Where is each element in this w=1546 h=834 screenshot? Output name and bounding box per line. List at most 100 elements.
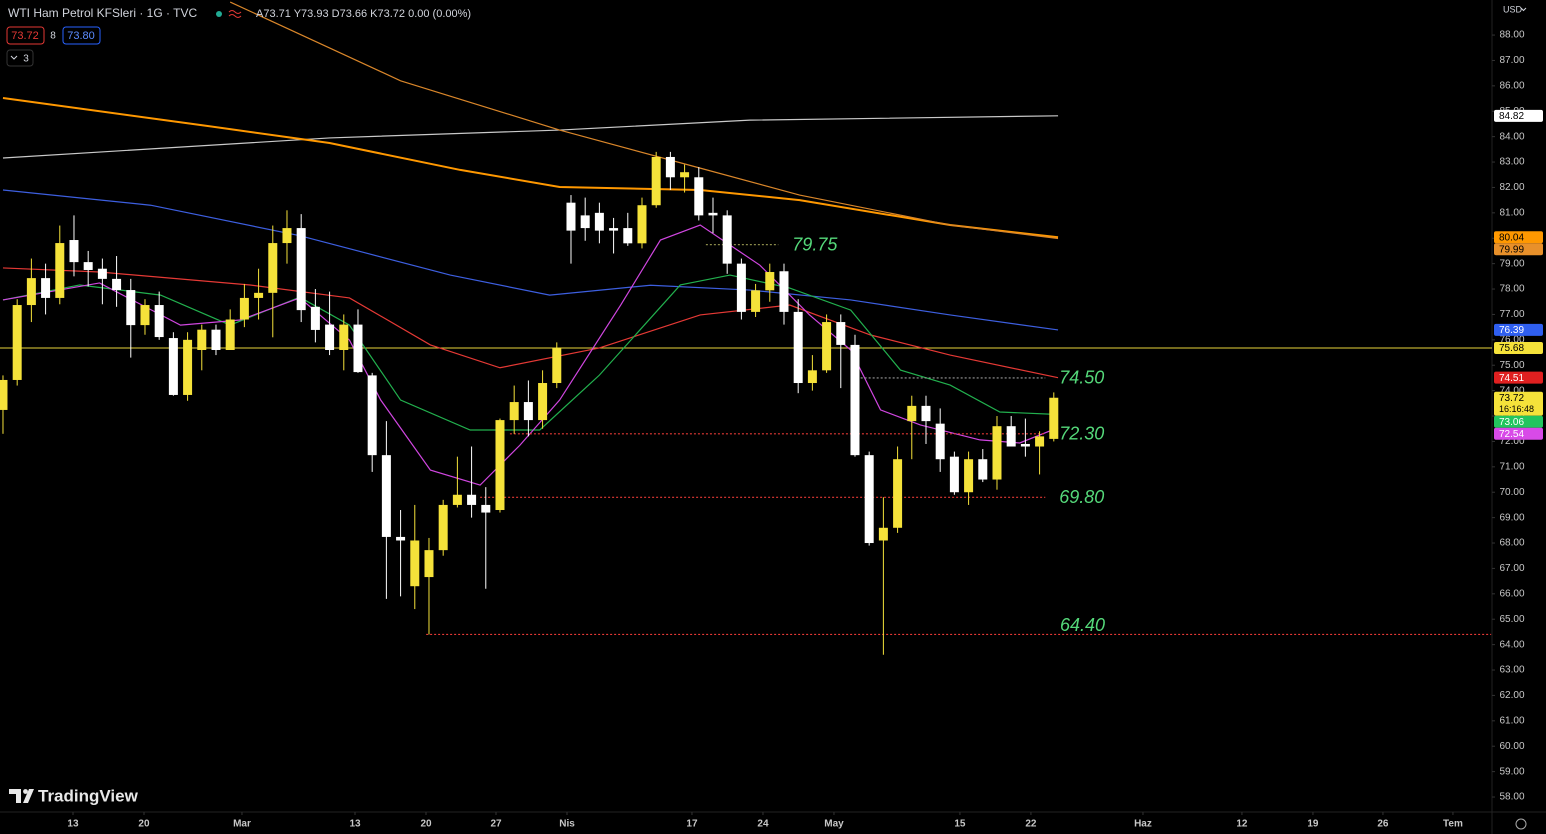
x-tick-label: 13 bbox=[67, 819, 79, 830]
ma-line bbox=[229, 1, 1059, 240]
y-tick-label: 84.00 bbox=[1499, 131, 1524, 142]
x-tick-label: Nis bbox=[559, 819, 575, 830]
y-tick-label: 64.00 bbox=[1499, 639, 1524, 650]
sell-price[interactable]: 73.72 bbox=[11, 30, 39, 42]
candle-body bbox=[992, 426, 1002, 480]
y-tick-label: 58.00 bbox=[1499, 792, 1524, 803]
price-label-box bbox=[1494, 243, 1543, 256]
x-tick-label: May bbox=[824, 819, 844, 830]
x-tick-label: 12 bbox=[1236, 819, 1248, 830]
y-tick-label: 87.00 bbox=[1499, 55, 1524, 66]
ohlc: A73.71 Y73.93 D73.66 K73.72 0.00 (0.00%) bbox=[256, 8, 471, 20]
settings-icon[interactable] bbox=[1515, 818, 1527, 830]
symbol-title[interactable]: WTI Ham Petrol KFSleri · 1G · TVC bbox=[8, 6, 197, 20]
candle-body bbox=[126, 290, 136, 326]
ma-line bbox=[2, 97, 1059, 239]
price-label: 73.72 bbox=[1499, 393, 1524, 404]
price-label-box bbox=[1494, 323, 1543, 336]
x-tick-label: 13 bbox=[349, 819, 361, 830]
candle-body bbox=[566, 202, 576, 231]
candle-body bbox=[964, 459, 974, 493]
indicators-count[interactable]: 3 bbox=[23, 54, 29, 65]
y-tick-label: 77.00 bbox=[1499, 309, 1524, 320]
candle-body bbox=[367, 375, 377, 456]
candle-body bbox=[438, 504, 448, 551]
y-tick-label: 67.00 bbox=[1499, 563, 1524, 574]
candle-body bbox=[1049, 397, 1059, 439]
candle-body bbox=[112, 278, 122, 291]
y-tick-label: 79.00 bbox=[1499, 258, 1524, 269]
candle-body bbox=[339, 324, 349, 350]
y-tick-label: 72.00 bbox=[1499, 436, 1524, 447]
status-dot bbox=[216, 11, 222, 17]
chevron bbox=[1520, 7, 1527, 12]
candle-body bbox=[424, 550, 434, 578]
y-tick-label: 71.00 bbox=[1499, 461, 1524, 472]
x-tick-label: 20 bbox=[138, 819, 150, 830]
candle-body bbox=[552, 347, 562, 384]
price-label: 75.68 bbox=[1499, 343, 1524, 354]
y-tick-label: 69.00 bbox=[1499, 512, 1524, 523]
buy-price[interactable]: 73.80 bbox=[67, 30, 95, 42]
logo-icon bbox=[23, 789, 28, 794]
candle-body bbox=[509, 402, 519, 421]
candle-body bbox=[765, 272, 775, 291]
candle-body bbox=[850, 344, 860, 456]
price-label: 79.99 bbox=[1499, 244, 1524, 255]
candle-body bbox=[310, 306, 320, 330]
candle-body bbox=[467, 494, 477, 505]
ma-line bbox=[2, 224, 1059, 486]
price-label-box bbox=[1494, 109, 1543, 122]
candle-body bbox=[268, 243, 278, 293]
candle-body bbox=[807, 370, 817, 384]
candle-body bbox=[296, 228, 306, 311]
candle-body bbox=[893, 459, 903, 528]
x-tick-label: 15 bbox=[954, 819, 966, 830]
candle-body bbox=[325, 324, 335, 350]
y-tick-label: 86.00 bbox=[1499, 80, 1524, 91]
candle-body bbox=[878, 527, 888, 541]
candle-body bbox=[708, 212, 718, 216]
candle-body bbox=[722, 215, 732, 264]
logo-icon bbox=[9, 789, 34, 803]
x-tick-label: 19 bbox=[1307, 819, 1319, 830]
indicators-toggle[interactable] bbox=[6, 49, 34, 67]
x-tick-label: 27 bbox=[490, 819, 502, 830]
price-label: 73.06 bbox=[1499, 417, 1524, 428]
countdown: 16:16:48 bbox=[1499, 404, 1534, 414]
candle-body bbox=[651, 156, 661, 206]
candle-body bbox=[736, 263, 746, 312]
candle-body bbox=[609, 228, 619, 231]
candle-body bbox=[55, 243, 65, 298]
candle-body bbox=[538, 383, 548, 421]
chevron bbox=[10, 55, 18, 60]
price-label-box bbox=[1494, 415, 1543, 428]
x-tick-label: 26 bbox=[1377, 819, 1389, 830]
ma-line bbox=[2, 267, 1059, 379]
y-tick-label: 83.00 bbox=[1499, 157, 1524, 168]
logo-text: TradingView bbox=[38, 786, 139, 805]
candle-body bbox=[623, 228, 633, 244]
candle-body bbox=[41, 278, 51, 298]
candle-body bbox=[580, 215, 590, 229]
y-tick-label: 63.00 bbox=[1499, 665, 1524, 676]
ma-line bbox=[2, 189, 1059, 331]
y-tick-label: 81.00 bbox=[1499, 207, 1524, 218]
y-tick-label: 60.00 bbox=[1499, 741, 1524, 752]
y-tick-label: 78.00 bbox=[1499, 284, 1524, 295]
candle-body bbox=[353, 324, 363, 373]
price-label-box bbox=[1494, 427, 1543, 440]
x-tick-label: 20 bbox=[420, 819, 432, 830]
spread: 8 bbox=[50, 31, 56, 42]
candle-body bbox=[751, 290, 761, 312]
candle-body bbox=[1035, 436, 1045, 447]
sell-button[interactable] bbox=[6, 26, 45, 45]
candle-body bbox=[381, 455, 391, 537]
candle-body bbox=[978, 459, 988, 480]
buy-button[interactable] bbox=[62, 26, 101, 45]
currency[interactable]: USD bbox=[1503, 4, 1523, 14]
candle-body bbox=[836, 322, 846, 345]
y-tick-label: 76.00 bbox=[1499, 334, 1524, 345]
